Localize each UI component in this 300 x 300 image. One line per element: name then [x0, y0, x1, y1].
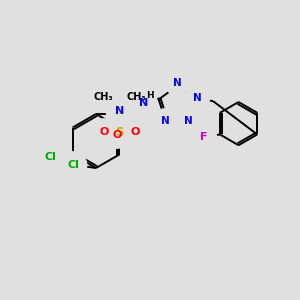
Text: O: O — [99, 127, 109, 137]
Text: N: N — [172, 77, 182, 88]
Text: CH₃: CH₃ — [93, 92, 113, 103]
Circle shape — [37, 144, 63, 171]
Circle shape — [91, 119, 117, 145]
Text: CH₃: CH₃ — [126, 92, 146, 103]
Circle shape — [122, 119, 148, 145]
Text: Cl: Cl — [68, 160, 80, 170]
Text: Cl: Cl — [44, 152, 56, 163]
Circle shape — [165, 70, 189, 95]
Circle shape — [105, 118, 134, 146]
Circle shape — [124, 86, 147, 109]
Text: S: S — [115, 125, 124, 139]
Text: H: H — [146, 91, 154, 100]
Circle shape — [60, 152, 87, 178]
Text: O: O — [130, 127, 140, 137]
Text: O: O — [112, 130, 122, 140]
Circle shape — [153, 109, 178, 134]
Circle shape — [185, 86, 209, 110]
Text: F: F — [200, 132, 207, 142]
Text: N: N — [140, 98, 148, 108]
Text: N: N — [115, 106, 124, 116]
Circle shape — [131, 90, 157, 116]
Text: N: N — [193, 93, 202, 103]
Circle shape — [91, 86, 114, 109]
Circle shape — [104, 122, 130, 148]
Circle shape — [190, 124, 217, 151]
Circle shape — [176, 109, 201, 134]
Circle shape — [106, 98, 133, 124]
Text: N: N — [184, 116, 193, 126]
Text: N: N — [161, 116, 170, 126]
